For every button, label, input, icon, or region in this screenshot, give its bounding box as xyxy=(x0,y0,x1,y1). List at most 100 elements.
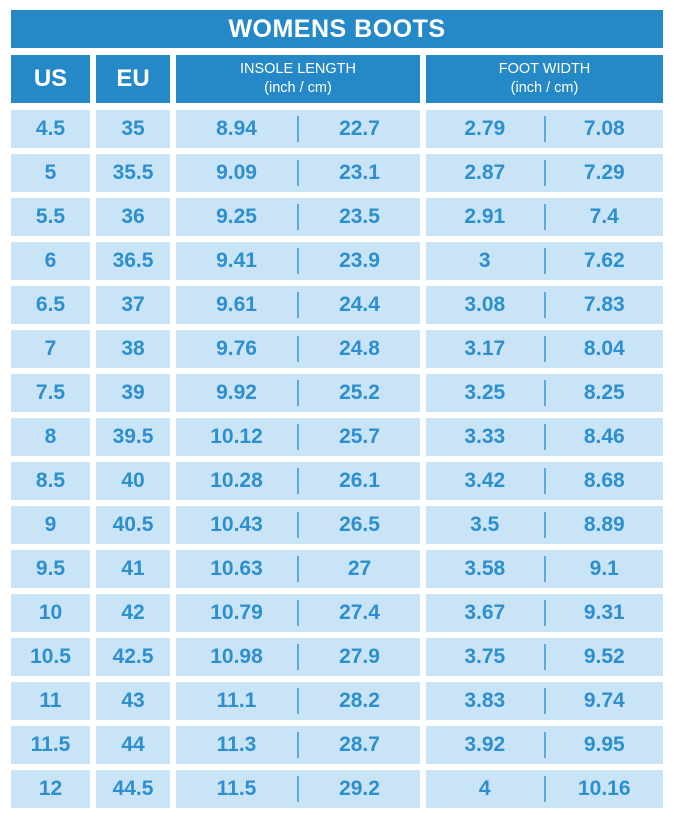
inch-cm-divider xyxy=(297,336,299,362)
foot-width-cell-cm-value: 9.1 xyxy=(589,557,619,580)
foot-width-cell-cm-value: 8.25 xyxy=(583,381,625,404)
inch-cm-divider xyxy=(297,204,299,230)
us-size-cell: 7.5 xyxy=(11,374,90,412)
inch-cm-divider xyxy=(297,160,299,186)
inch-cm-divider xyxy=(297,732,299,758)
insole-length-cell-cm-value: 26.5 xyxy=(339,513,380,536)
insole-length-cell: 10.79 27.4 xyxy=(176,594,420,632)
foot-width-cell-cm-value: 8.89 xyxy=(583,513,625,536)
insole-length-cell-inch-value: 8.94 xyxy=(216,117,257,140)
inch-cm-divider xyxy=(543,556,546,582)
inch-cm-divider xyxy=(297,600,299,626)
eu-size-cell: 40.5 xyxy=(96,506,170,544)
insole-length-cell-inch-value: 9.41 xyxy=(216,249,257,272)
insole-length-cell-cm-value: 24.8 xyxy=(339,337,380,360)
eu-size-cell: 42.5 xyxy=(96,638,170,676)
insole-length-cell: 10.28 26.1 xyxy=(176,462,420,500)
insole-length-cell: 9.61 24.4 xyxy=(176,286,420,324)
foot-width-cell-inch-value: 2.87 xyxy=(464,161,506,184)
inch-cm-divider xyxy=(543,468,546,494)
eu-size-cell: 44 xyxy=(96,726,170,764)
foot-width-cell-inch-value: 3.42 xyxy=(464,469,506,492)
insole-length-cell: 9.09 23.1 xyxy=(176,154,420,192)
inch-cm-divider xyxy=(543,336,546,362)
table-row: 4.5 35 8.94 22.7 2.79 7.08 xyxy=(11,110,663,148)
foot-width-cell: 3.42 8.68 xyxy=(426,462,663,500)
col-header-eu: EU xyxy=(96,55,170,103)
col-header-foot-label: FOOT WIDTH xyxy=(498,61,591,78)
eu-size-cell: 35.5 xyxy=(96,154,170,192)
us-size-cell: 12 xyxy=(11,770,90,808)
foot-width-cell-inch-value: 3.17 xyxy=(464,337,506,360)
insole-length-cell: 9.92 25.2 xyxy=(176,374,420,412)
foot-width-cell-cm-value: 8.04 xyxy=(583,337,625,360)
inch-cm-divider xyxy=(543,600,546,626)
us-size-cell: 9.5 xyxy=(11,550,90,588)
table-row: 8 39.5 10.12 25.7 3.33 8.46 xyxy=(11,418,663,456)
insole-length-cell-cm-value: 22.7 xyxy=(339,117,380,140)
insole-length-cell: 11.5 29.2 xyxy=(176,770,420,808)
foot-width-cell-cm-value: 7.08 xyxy=(583,117,625,140)
inch-cm-divider xyxy=(297,644,299,670)
us-size-cell: 11 xyxy=(11,682,90,720)
foot-width-cell: 3.17 8.04 xyxy=(426,330,663,368)
insole-length-cell: 9.25 23.5 xyxy=(176,198,420,236)
foot-width-cell-cm-value: 9.31 xyxy=(583,601,625,624)
col-header-insole-unit: (inch / cm) xyxy=(264,80,332,96)
chart-title: WOMENS BOOTS xyxy=(11,10,663,48)
inch-cm-divider xyxy=(543,732,546,758)
eu-size-cell: 36 xyxy=(96,198,170,236)
insole-length-cell-inch-value: 9.61 xyxy=(216,293,257,316)
foot-width-cell-inch-value: 3 xyxy=(478,249,491,272)
table-header: US EU INSOLE LENGTH (inch / cm) FOOT WID… xyxy=(11,55,663,103)
eu-size-cell: 39 xyxy=(96,374,170,412)
insole-length-cell: 10.12 25.7 xyxy=(176,418,420,456)
foot-width-cell-inch-value: 3.08 xyxy=(464,293,506,316)
insole-length-cell-inch-value: 10.98 xyxy=(210,645,263,668)
inch-cm-divider xyxy=(543,380,546,406)
insole-length-cell-cm-value: 29.2 xyxy=(339,777,380,800)
inch-cm-divider xyxy=(297,556,299,582)
inch-cm-divider xyxy=(297,380,299,406)
foot-width-cell-cm-value: 7.4 xyxy=(589,205,619,228)
foot-width-cell-cm-value: 10.16 xyxy=(577,777,631,800)
eu-size-cell: 37 xyxy=(96,286,170,324)
insole-length-cell-cm-value: 27.9 xyxy=(339,645,380,668)
foot-width-cell: 2.91 7.4 xyxy=(426,198,663,236)
foot-width-cell-cm-value: 7.83 xyxy=(583,293,625,316)
table-row: 11 43 11.1 28.2 3.83 9.74 xyxy=(11,682,663,720)
inch-cm-divider xyxy=(543,688,546,714)
insole-length-cell: 9.76 24.8 xyxy=(176,330,420,368)
table-body: 4.5 35 8.94 22.7 2.79 7.08 5 35.5 9.09 23.1 2.87 7.… xyxy=(11,110,663,808)
eu-size-cell: 36.5 xyxy=(96,242,170,280)
foot-width-cell-inch-value: 2.79 xyxy=(464,117,506,140)
foot-width-cell-cm-value: 7.62 xyxy=(583,249,625,272)
foot-width-cell-inch-value: 3.5 xyxy=(470,513,500,536)
inch-cm-divider xyxy=(297,512,299,538)
us-size-cell: 8 xyxy=(11,418,90,456)
insole-length-cell: 11.3 28.7 xyxy=(176,726,420,764)
table-row: 9.5 41 10.63 27 3.58 9.1 xyxy=(11,550,663,588)
table-row: 11.5 44 11.3 28.7 3.92 9.95 xyxy=(11,726,663,764)
insole-length-cell-inch-value: 9.76 xyxy=(216,337,257,360)
insole-length-cell-cm-value: 23.9 xyxy=(339,249,380,272)
insole-length-cell-cm-value: 26.1 xyxy=(339,469,380,492)
eu-size-cell: 43 xyxy=(96,682,170,720)
inch-cm-divider xyxy=(543,424,546,450)
inch-cm-divider xyxy=(543,776,546,802)
foot-width-cell-cm-value: 7.29 xyxy=(583,161,625,184)
foot-width-cell: 3.92 9.95 xyxy=(426,726,663,764)
foot-width-cell: 3.75 9.52 xyxy=(426,638,663,676)
inch-cm-divider xyxy=(297,248,299,274)
table-row: 10 42 10.79 27.4 3.67 9.31 xyxy=(11,594,663,632)
col-header-insole-length: INSOLE LENGTH (inch / cm) xyxy=(176,55,420,103)
insole-length-cell-cm-value: 25.7 xyxy=(339,425,380,448)
insole-length-cell-inch-value: 9.09 xyxy=(216,161,257,184)
foot-width-cell: 3 7.62 xyxy=(426,242,663,280)
insole-length-cell-cm-value: 28.7 xyxy=(339,733,380,756)
table-row: 6 36.5 9.41 23.9 3 7.62 xyxy=(11,242,663,280)
insole-length-cell-inch-value: 10.43 xyxy=(210,513,263,536)
insole-length-cell-cm-value: 24.4 xyxy=(339,293,380,316)
foot-width-cell: 2.79 7.08 xyxy=(426,110,663,148)
